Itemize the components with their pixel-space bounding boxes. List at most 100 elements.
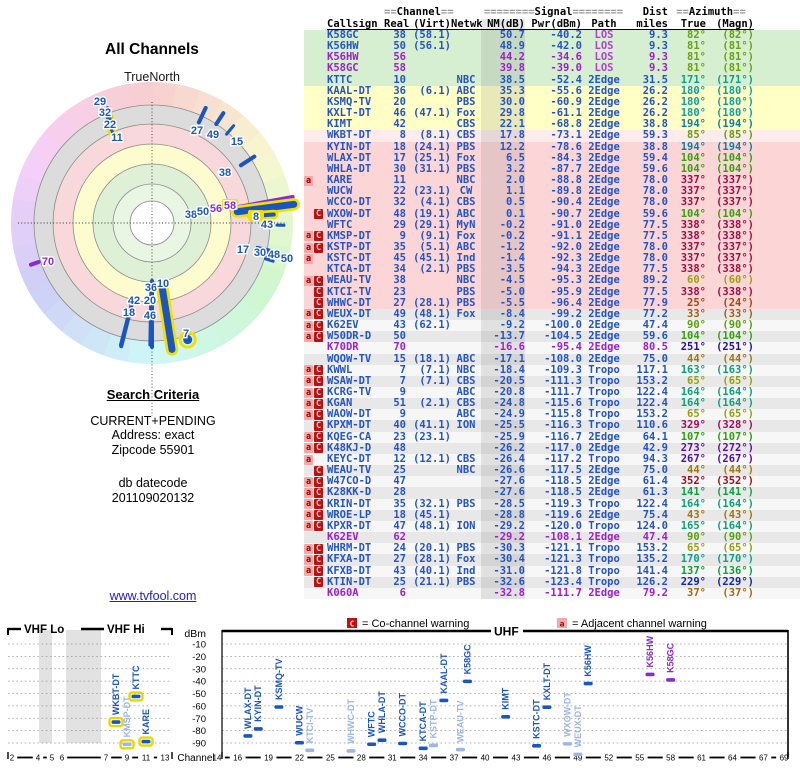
callsign: WUCW: [327, 186, 353, 198]
network: [451, 331, 481, 342]
signal-power: -95.4: [550, 341, 582, 354]
table-row: K56HW 56 44.2 -34.6 LOS 9.3 81° (81°): [304, 51, 800, 64]
warning-flags: [304, 41, 327, 52]
signal-power: -68.8: [550, 118, 582, 131]
path: 2Edge: [588, 430, 620, 443]
azimuth-true: 85°: [687, 129, 706, 142]
signal-power: -94.3: [550, 263, 582, 276]
table-row: a C W50DR-D 50 -13.7 -104.5 2Edge 59.6 104° (104°…: [304, 330, 800, 343]
noise-margin: -26.2: [481, 442, 525, 454]
distance-miles: 31.5: [642, 73, 668, 86]
db-datecode-value: 201109020132: [111, 490, 195, 505]
noise-margin: -28.8: [481, 509, 525, 521]
table-row: a KEYC-DT 12 (12.1) CBS -26.4 -117.2 Tropo 94.3 2…: [304, 452, 800, 466]
halo-ring: [11, 197, 43, 224]
network: Fox: [456, 307, 476, 320]
real-channel: 70: [393, 341, 406, 354]
table-row: a C WROE-LP 18 (45.1) -28.8 -119.6 2Edge 75.4 43°…: [304, 508, 800, 521]
cochannel-warning-icon: [347, 618, 357, 628]
station-tick: [258, 249, 273, 256]
station-tick: [158, 284, 176, 353]
network: [451, 41, 481, 52]
path: 2Edge: [588, 330, 620, 343]
virtual-channel: (23.1): [413, 430, 451, 443]
noise-margin: 12.2: [481, 141, 525, 153]
real-channel: 46: [393, 107, 406, 120]
path: 2Edge: [588, 274, 620, 287]
tvfool-link[interactable]: www.tvfool.com: [109, 589, 197, 603]
station-tick: [196, 105, 208, 125]
signal-power: -90.4: [550, 196, 582, 209]
path: 2Edge: [588, 475, 620, 488]
channel-tick-label: 5: [50, 754, 55, 763]
callsign: K62EV: [327, 320, 359, 332]
station-marker-label: KTCI-TV: [305, 708, 315, 744]
table-row: WQOW-TV 15 (18.1) ABC -17.1 -108.0 2Edge 75.0 44…: [304, 353, 800, 365]
polar-channel-label: 15: [231, 136, 243, 148]
azimuth-true: 338°: [680, 218, 706, 231]
noise-margin: -30.3: [481, 542, 525, 555]
signal-power: -91.1: [550, 229, 582, 242]
real-channel: 32: [393, 196, 406, 209]
signal-power: -87.7: [550, 162, 582, 175]
channel-tick-label: 40: [481, 754, 490, 763]
polar-channel-label: 43: [261, 219, 273, 231]
table-row: a C KWWL 7 (7.1) NBC -18.4 -109.3 Tropo 117.1 163°…: [304, 363, 800, 376]
network: Fox: [456, 229, 476, 242]
azimuth-true: 337°: [680, 196, 706, 209]
path: 2Edge: [588, 185, 620, 198]
real-channel: 28: [393, 486, 406, 499]
table-row: WFTC 29 (29.1) MyN -0.2 -91.0 2Edge 77.5 338° (33…: [304, 218, 800, 231]
virtual-channel: (40.1): [413, 564, 451, 577]
noise-margin: 50.7: [481, 29, 525, 42]
warning-flags: [304, 153, 327, 164]
cochannel-warning-icon: C: [314, 487, 323, 498]
virtual-channel: (29.1): [413, 218, 451, 231]
signal-power: -109.3: [544, 363, 582, 376]
virtual-channel: [406, 331, 451, 342]
real-channel: 18: [393, 508, 406, 521]
search-criteria-zipcode: Zipcode 55901: [111, 442, 195, 457]
azimuth-magnetic: (267°): [716, 452, 754, 465]
vhf-lo-label: VHF Lo: [24, 624, 64, 636]
azimuth-true: 104°: [680, 151, 706, 164]
signal-power: -111.7: [544, 586, 582, 599]
azimuth-magnetic: (33°): [722, 307, 754, 320]
polar-channel-label: 8: [253, 211, 259, 223]
distance-miles: 135.2: [636, 553, 668, 566]
path: 2Edge: [588, 531, 620, 544]
virtual-channel: (56.1): [413, 40, 451, 53]
adjacent-warning-icon: a: [304, 276, 313, 287]
path: LOS: [594, 51, 614, 64]
azimuth-true: 170°: [680, 553, 706, 566]
real-channel: 29: [393, 218, 406, 231]
real-channel: 10: [393, 73, 406, 86]
station-marker: [111, 720, 121, 724]
adjacent-warning-icon: a: [304, 398, 313, 409]
distance-miles: 64.1: [642, 430, 668, 443]
azimuth-magnetic: (337°): [716, 174, 754, 187]
distance-miles: 89.2: [642, 274, 668, 287]
azimuth-magnetic: (337°): [716, 252, 754, 265]
azimuth-true: 65°: [687, 408, 706, 421]
station-marker-label: K56HW: [645, 635, 655, 667]
callsign: W50DR-D: [327, 331, 372, 343]
path: 2Edge: [588, 118, 620, 131]
warning-flags: [304, 354, 327, 365]
halo-ring: [127, 82, 154, 114]
virtual-channel: [406, 476, 451, 487]
callsign: KQEG-CA: [327, 431, 372, 443]
path: 2Edge: [588, 151, 620, 164]
virtual-channel: (19.1): [413, 207, 451, 220]
virtual-channel: (48.1): [413, 307, 451, 320]
dbm-tick-label: -40: [192, 677, 206, 688]
station-tick: [28, 260, 41, 267]
azimuth-magnetic: (107°): [716, 430, 754, 443]
virtual-channel: (5.1): [419, 240, 451, 253]
azimuth-magnetic: (338°): [716, 229, 754, 242]
warning-flags: a: [304, 253, 327, 264]
